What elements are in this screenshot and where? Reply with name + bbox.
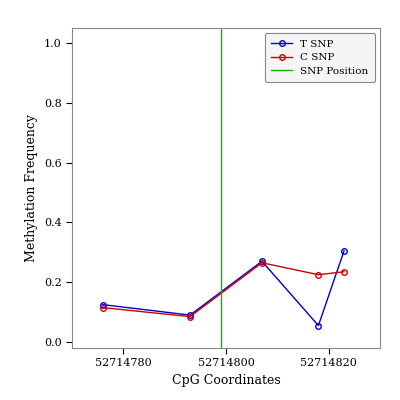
- Y-axis label: Methylation Frequency: Methylation Frequency: [25, 114, 38, 262]
- Legend: T SNP, C SNP, SNP Position: T SNP, C SNP, SNP Position: [265, 33, 375, 82]
- X-axis label: CpG Coordinates: CpG Coordinates: [172, 374, 280, 387]
